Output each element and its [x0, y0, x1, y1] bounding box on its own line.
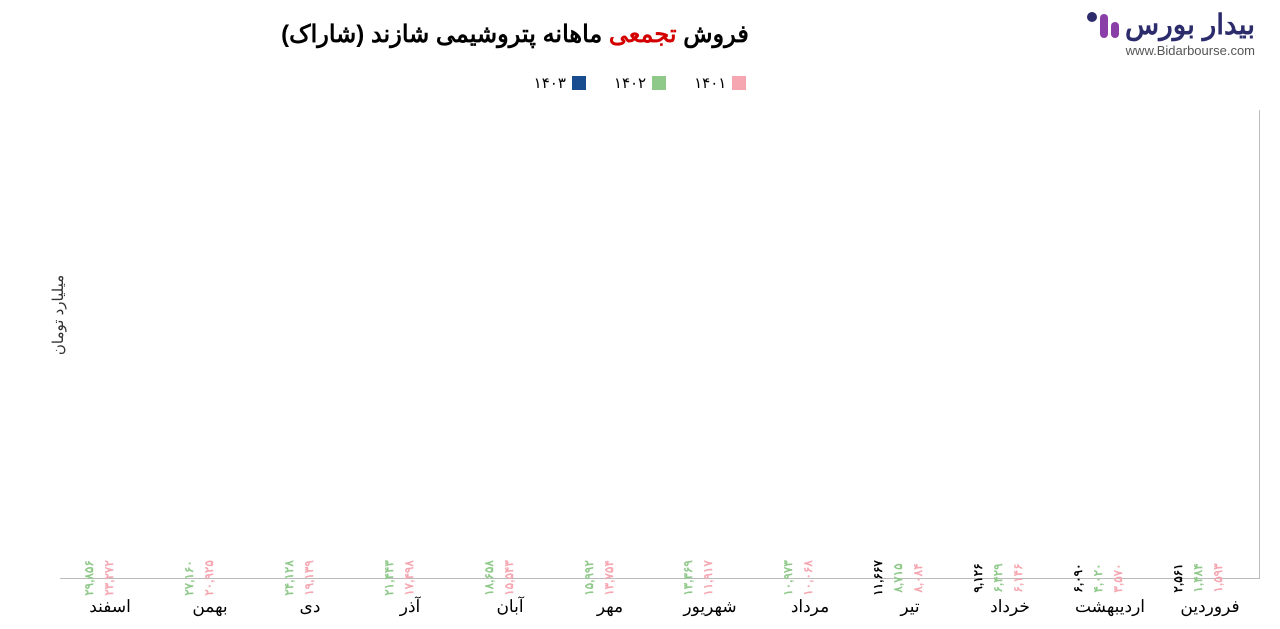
- legend-label: ۱۴۰۱: [694, 74, 726, 92]
- x-axis-tick-label: آذر: [400, 597, 421, 617]
- legend-item: ۱۴۰۳: [534, 74, 586, 92]
- x-axis-labels: فروردین اردیبهشت خرداد تیر مرداد شهریور مهر آبا…: [60, 587, 1260, 617]
- x-axis-tick-label: شهریور: [683, 597, 736, 617]
- legend-swatch: [732, 76, 746, 90]
- x-axis-tick-label: تیر: [900, 597, 919, 617]
- chart-title: فروش تجمعی ماهانه پتروشیمی شازند (شاراک): [100, 20, 930, 49]
- brand-url: www.Bidarbourse.com: [1087, 43, 1255, 58]
- x-axis-tick-label: خرداد: [990, 597, 1030, 617]
- legend-swatch: [572, 76, 586, 90]
- legend-item: ۱۴۰۲: [614, 74, 666, 92]
- x-axis-tick-label: دی: [300, 597, 321, 617]
- legend-label: ۱۴۰۲: [614, 74, 646, 92]
- x-axis-tick-label: بهمن: [192, 597, 227, 617]
- brand-icon: [1087, 12, 1119, 38]
- legend-label: ۱۴۰۳: [534, 74, 566, 92]
- x-axis-tick-label: مرداد: [791, 597, 829, 617]
- brand-name: بیدار بورس: [1125, 8, 1255, 41]
- chart-plot-area: ۱,۵۹۳۱,۴۸۴۲,۵۶۱۳,۵۷۰۴,۰۲۰۶,۰۹۰۶,۱۴۶۶,۴۲۹…: [60, 110, 1260, 579]
- x-axis-tick-label: مهر: [597, 597, 623, 617]
- x-axis-tick-label: آبان: [496, 597, 523, 617]
- x-axis-tick-label: اردیبهشت: [1075, 597, 1145, 617]
- brand-logo: بیدار بورس www.Bidarbourse.com: [1087, 8, 1255, 58]
- x-axis-tick-label: فروردین: [1180, 597, 1239, 617]
- legend-swatch: [652, 76, 666, 90]
- x-axis-tick-label: اسفند: [89, 597, 131, 617]
- chart-legend: ۱۴۰۱ ۱۴۰۲ ۱۴۰۳: [0, 74, 1280, 92]
- legend-item: ۱۴۰۱: [694, 74, 746, 92]
